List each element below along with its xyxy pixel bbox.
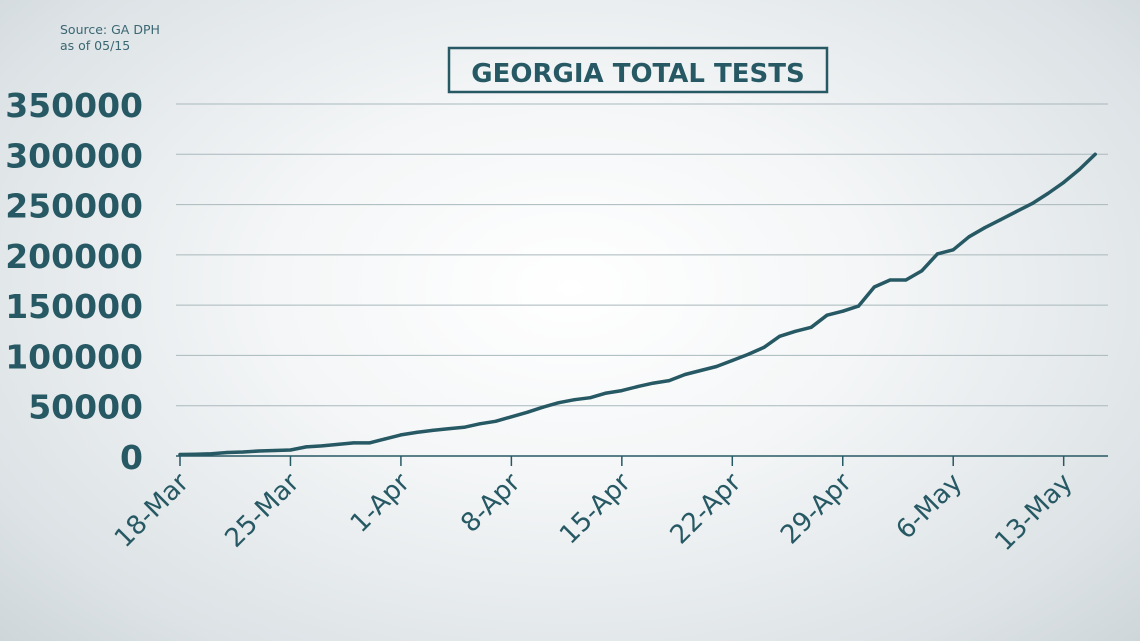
- data-point: [525, 410, 529, 414]
- data-point: [352, 441, 356, 445]
- y-tick-label: 250000: [5, 187, 143, 226]
- data-point: [904, 278, 908, 282]
- data-point: [746, 352, 750, 356]
- data-point: [304, 445, 308, 449]
- as-of-date: as of 05/15: [60, 38, 131, 53]
- x-tick-label: 6-May: [891, 468, 969, 546]
- data-point: [588, 396, 592, 400]
- x-tick-label: 22-Apr: [665, 468, 748, 551]
- data-point: [194, 452, 198, 456]
- data-point: [620, 389, 624, 393]
- data-point: [856, 304, 861, 308]
- data-point: [273, 448, 277, 453]
- data-point: [415, 430, 419, 434]
- data-point: [367, 441, 371, 445]
- data-point: [809, 325, 813, 329]
- x-tick-label: 1-Apr: [345, 468, 416, 539]
- data-point: [872, 285, 876, 289]
- y-axis-tick-labels: 0 50000 100000 150000 200000 250000 300000 3500…: [5, 86, 143, 477]
- data-point: [730, 358, 734, 363]
- data-point: [210, 452, 214, 456]
- y-tick-label: 300000: [5, 136, 143, 175]
- data-point: [509, 415, 513, 419]
- source-note: Source: GA DPH as of 05/15: [60, 22, 160, 54]
- data-point: [1093, 152, 1097, 156]
- data-point: [778, 334, 782, 338]
- data-point: [336, 442, 340, 446]
- data-point: [257, 449, 261, 453]
- x-tick-label: 13-May: [989, 468, 1078, 557]
- data-point: [825, 313, 829, 317]
- series-layer: [178, 152, 1097, 457]
- data-point: [1077, 167, 1082, 171]
- data-point: [683, 372, 687, 377]
- x-tick-label: 18-Mar: [109, 468, 195, 554]
- y-tick-label: 150000: [5, 287, 143, 326]
- data-point: [399, 433, 403, 437]
- data-point: [1030, 202, 1034, 206]
- source-line: Source: GA DPH: [60, 22, 160, 37]
- y-tick-label: 0: [120, 438, 143, 477]
- data-point: [762, 345, 766, 349]
- data-point: [557, 401, 561, 405]
- data-point: [793, 329, 798, 333]
- data-point: [178, 452, 182, 457]
- data-point: [288, 448, 293, 452]
- data-point: [714, 364, 719, 369]
- data-point: [383, 437, 387, 441]
- y-tick-label: 100000: [5, 337, 143, 376]
- x-tick-label: 25-Mar: [219, 468, 305, 554]
- data-point: [667, 379, 671, 383]
- data-point: [888, 278, 892, 282]
- data-point: [841, 309, 845, 313]
- x-axis-tick-labels: 18-Mar 25-Mar 1-Apr 8-Apr 15-Apr 22-Apr 29-Apr…: [109, 468, 1079, 557]
- data-point: [983, 226, 987, 230]
- title-border: [447, 46, 829, 94]
- chart-title: GEORGIA TOTAL TESTS: [471, 59, 804, 89]
- data-point: [1046, 191, 1050, 196]
- x-tick-label: 29-Apr: [775, 468, 858, 551]
- chart-title-box: GEORGIA TOTAL TESTS: [447, 46, 829, 94]
- data-point: [1014, 210, 1018, 214]
- data-point: [967, 235, 971, 239]
- gridlines: [176, 103, 1108, 407]
- y-tick-label: 200000: [5, 237, 143, 276]
- x-tick-label: 15-Apr: [554, 468, 637, 551]
- data-point: [225, 450, 229, 455]
- data-point: [699, 368, 703, 373]
- data-point: [651, 381, 656, 385]
- data-point: [604, 391, 608, 395]
- data-point: [494, 419, 498, 423]
- data-point: [935, 252, 940, 256]
- series-line-total-tests: [178, 152, 1097, 457]
- data-point: [951, 248, 955, 252]
- data-point: [478, 422, 482, 426]
- x-tick-label: 8-Apr: [455, 468, 526, 539]
- data-point: [920, 269, 924, 273]
- y-tick-label: 350000: [5, 86, 143, 125]
- data-point: [572, 398, 577, 402]
- data-point: [636, 385, 640, 389]
- data-point: [541, 405, 545, 409]
- data-point: [241, 450, 245, 454]
- data-point: [462, 425, 466, 429]
- y-tick-label: 50000: [28, 388, 143, 427]
- data-point: [1062, 180, 1066, 184]
- data-point: [999, 218, 1003, 222]
- data-point: [430, 428, 435, 432]
- data-point: [446, 427, 450, 431]
- data-point: [320, 444, 324, 448]
- x-axis: [176, 455, 1108, 466]
